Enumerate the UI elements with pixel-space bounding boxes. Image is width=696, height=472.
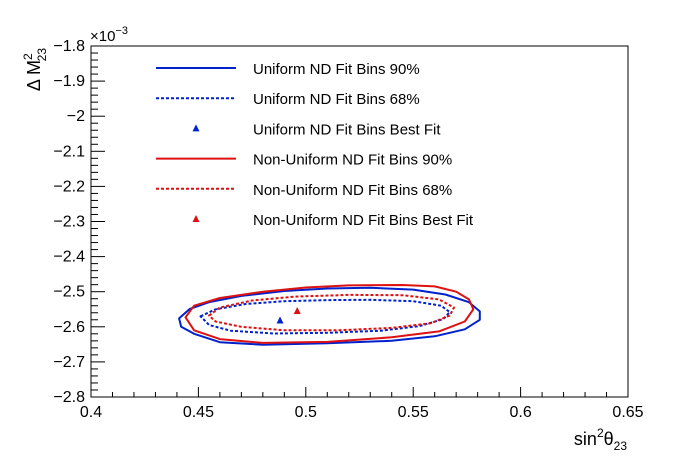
legend: Uniform ND Fit Bins 90% Uniform ND Fit Bi… [156,61,474,229]
legend-label-5: Non-Uniform ND Fit Bins Best Fit [253,212,474,229]
best-fit-marker-2 [276,316,284,324]
legend-label-0: Uniform ND Fit Bins 90% [253,61,420,78]
legend-label-4: Non-Uniform ND Fit Bins 68% [253,182,452,199]
y-tick-label: −2.8 [53,389,85,406]
x-tick-label: 0.45 [183,404,214,421]
contour-4 [208,293,455,332]
legend-label-1: Uniform ND Fit Bins 68% [253,91,420,108]
series-layer [178,284,481,346]
legend-label-3: Non-Uniform ND Fit Bins 90% [253,152,452,169]
y-multiplier: ×10−3 [90,25,128,45]
y-tick-label: −1.8 [53,38,85,55]
contour-1 [199,298,451,335]
y-tick-label: −2.7 [53,354,85,371]
contour-3 [184,284,475,344]
contour-0 [178,286,481,346]
y-tick-label: −2.1 [53,143,85,160]
x-tick-label: 0.55 [398,404,429,421]
y-tick-label: −2.5 [53,284,85,301]
best-fit-marker-5 [293,307,301,315]
y-tick-label: −2 [67,108,85,125]
x-tick-label: 0.6 [509,404,531,421]
x-tick-label: 0.65 [612,404,643,421]
y-tick-label: −2.2 [53,178,85,195]
x-axis-label: sin2θ23 [574,426,627,453]
x-tick-label: 0.5 [295,404,317,421]
legend-swatch-2 [192,124,200,132]
y-tick-label: −1.9 [53,73,85,90]
y-axis-ticks: −2.8 −2.7 −2.6 −2.5 −2.4 −2.3 −2.2 −2.1 −2 −1.9 −1… [53,38,105,406]
y-tick-label: −2.6 [53,319,85,336]
x-tick-label: 0.4 [80,404,102,421]
legend-swatch-5 [192,215,200,222]
x-axis-ticks: 0.4 0.45 0.5 0.55 0.6 0.65 [80,387,644,421]
y-tick-label: −2.4 [53,249,85,266]
legend-label-2: Uniform ND Fit Bins Best Fit [253,121,441,138]
y-tick-label: −2.3 [53,214,85,231]
y-axis-label: Δ M223 [21,48,49,91]
